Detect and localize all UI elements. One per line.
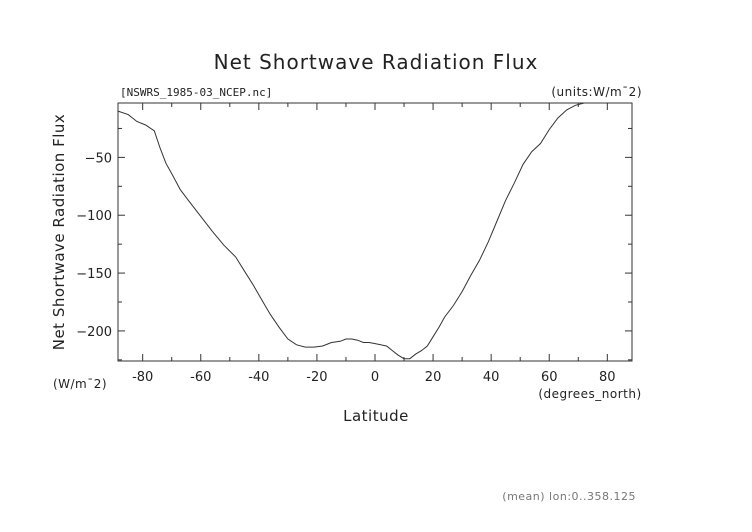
x-axis-ticks [142, 103, 608, 361]
x-axis-label: Latitude [343, 407, 409, 425]
y-axis-unit: (W/m¯2) [53, 377, 107, 391]
y-axis-label: Net Shortwave Radiation Flux [50, 114, 68, 351]
y-tick-label: −50 [85, 151, 112, 166]
x-tick-label: -80 [132, 370, 153, 385]
y-tick-labels: −50 −100 −150 −200 [76, 151, 112, 340]
x-tick-label: 40 [483, 370, 500, 385]
units-label: (units:W/m¯2) [551, 85, 642, 99]
y-tick-label: −200 [76, 325, 112, 340]
x-tick-label: -40 [248, 370, 269, 385]
x-tick-label: -60 [190, 370, 211, 385]
x-axis-unit: (degrees_north) [538, 387, 641, 401]
x-tick-label: 80 [599, 370, 616, 385]
x-tick-label: -20 [306, 370, 327, 385]
y-axis-ticks [118, 127, 632, 361]
plot-frame [117, 102, 633, 362]
x-tick-label: 20 [425, 370, 442, 385]
file-label: [NSWRS_1985-03_NCEP.nc] [120, 86, 272, 99]
y-tick-label: −150 [76, 267, 112, 282]
y-tick-label: −100 [76, 209, 112, 224]
chart-title: Net Shortwave Radiation Flux [214, 50, 539, 74]
x-tick-label: 60 [541, 370, 558, 385]
footnote: (mean) lon:0..358.125 [502, 490, 636, 503]
flux-series-line [117, 102, 632, 360]
x-tick-labels: -80 -60 -40 -20 0 20 40 60 80 [132, 370, 616, 385]
x-tick-label: 0 [371, 370, 379, 385]
